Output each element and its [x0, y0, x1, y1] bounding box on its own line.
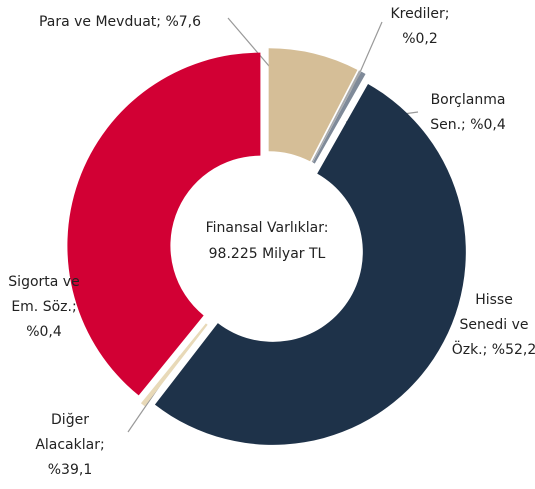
- data-label: Sigorta ve: [8, 274, 79, 290]
- slices: [67, 48, 466, 445]
- slice: [311, 70, 362, 163]
- center-text: Finansal Varlıklar:: [206, 220, 329, 236]
- data-label: Borçlanma: [431, 92, 506, 108]
- data-label: Senedi ve: [459, 317, 528, 333]
- data-label: Para ve Mevduat; %7,6: [39, 14, 201, 30]
- data-label: %39,1: [48, 462, 92, 478]
- labels: Para ve Mevduat; %7,6 Krediler; %0,2 Borçla…: [8, 6, 535, 478]
- data-label: Diğer: [51, 412, 89, 428]
- slice: [268, 48, 358, 162]
- slice: [67, 52, 261, 396]
- slice: [312, 71, 366, 164]
- data-label: Em. Söz.;: [11, 299, 76, 315]
- data-label: Sen.; %0,4: [430, 117, 506, 133]
- center-text: 98.225 Milyar TL: [209, 246, 326, 262]
- data-label: %0,4: [26, 324, 62, 340]
- slice: [154, 83, 466, 445]
- data-label: Hisse: [475, 292, 513, 308]
- data-label: Alacaklar;: [35, 437, 104, 453]
- data-label: %0,2: [402, 31, 438, 47]
- slice: [140, 323, 208, 407]
- data-label: Özk.; %52,2: [452, 340, 535, 358]
- data-label: Krediler;: [391, 6, 450, 22]
